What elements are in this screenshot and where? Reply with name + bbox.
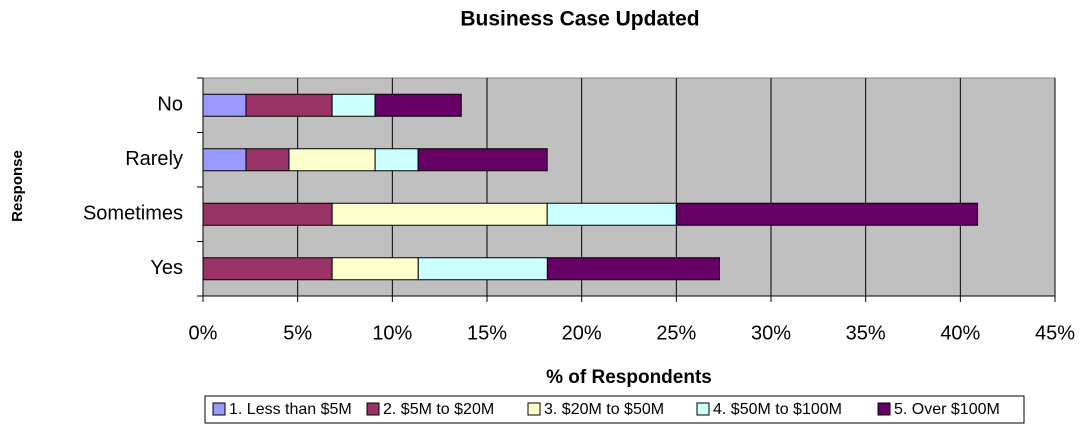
x-tick-label: 35% xyxy=(846,322,886,344)
bar-segment xyxy=(202,257,333,281)
legend-swatch xyxy=(212,402,226,416)
bar-segment xyxy=(546,202,677,226)
legend-label: 2. $5M to $20M xyxy=(383,401,494,418)
legend-swatch xyxy=(527,402,541,416)
x-axis-title: % of Respondents xyxy=(546,367,712,388)
bar-segment xyxy=(331,257,419,281)
legend-swatch xyxy=(366,402,380,416)
x-tick-label: 10% xyxy=(372,322,412,344)
bar-segment xyxy=(245,93,333,117)
y-tick-label: No xyxy=(157,94,183,116)
x-tick-label: 0% xyxy=(189,322,218,344)
legend-label: 1. Less than $5M xyxy=(229,401,352,418)
bar-segment xyxy=(202,148,247,172)
bar-segment xyxy=(331,202,548,226)
bar-segment xyxy=(374,148,419,172)
bar-segment xyxy=(417,257,548,281)
bar-segment xyxy=(675,202,979,226)
x-tick-label: 45% xyxy=(1035,322,1075,344)
bar-segment xyxy=(288,148,376,172)
x-tick-label: 25% xyxy=(656,322,696,344)
bar-segment xyxy=(245,148,290,172)
legend-label: 4. $50M to $100M xyxy=(713,401,842,418)
bar-segment xyxy=(374,93,462,117)
x-tick-label: 30% xyxy=(751,322,791,344)
legend-swatch xyxy=(877,402,891,416)
y-tick-label: Sometimes xyxy=(83,203,183,225)
x-tick-label: 5% xyxy=(283,322,312,344)
x-tick-label: 15% xyxy=(467,322,507,344)
bar-segment xyxy=(202,202,333,226)
legend-label: 3. $20M to $50M xyxy=(544,401,664,418)
y-axis-title: Response xyxy=(9,150,26,222)
y-tick-label: Rarely xyxy=(125,148,183,170)
legend-swatch xyxy=(696,402,710,416)
bar-segment xyxy=(546,257,721,281)
bar-segment xyxy=(331,93,376,117)
x-tick-label: 40% xyxy=(940,322,980,344)
bar-segment xyxy=(202,93,247,117)
legend-label: 5. Over $100M xyxy=(894,401,1000,418)
bar-segment xyxy=(417,148,548,172)
chart-title: Business Case Updated xyxy=(460,8,699,31)
x-tick-label: 20% xyxy=(562,322,602,344)
y-tick-label: Yes xyxy=(150,257,183,279)
